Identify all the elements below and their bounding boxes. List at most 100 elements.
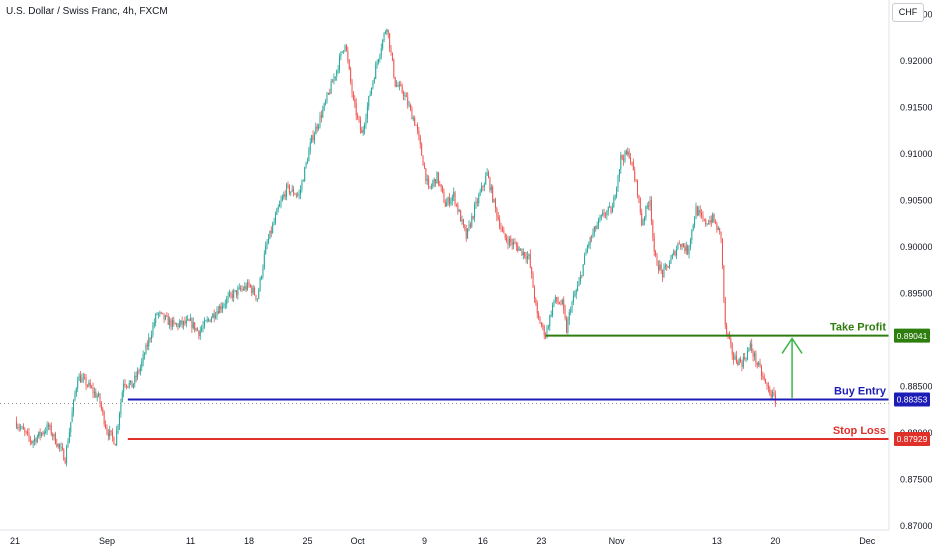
- candle-body: [627, 151, 629, 155]
- currency-button[interactable]: CHF: [892, 3, 924, 22]
- price-tick-label: 0.87000: [900, 521, 932, 531]
- candle-body: [113, 437, 115, 445]
- candle-body: [149, 338, 151, 339]
- candle-body: [114, 444, 116, 446]
- candle-body: [34, 438, 36, 442]
- candle-body: [61, 446, 63, 450]
- take-profit-label: Take Profit: [830, 322, 886, 334]
- candle-body: [305, 162, 307, 168]
- candle-body: [345, 45, 347, 51]
- candle-body: [343, 50, 345, 52]
- candle-body: [107, 432, 109, 437]
- candle-body: [322, 109, 324, 118]
- candle-body: [518, 248, 520, 251]
- candle-body: [105, 424, 107, 428]
- candle-body: [400, 84, 402, 86]
- candle-body: [273, 221, 275, 225]
- candle-body: [632, 162, 634, 171]
- candle-body: [540, 323, 542, 326]
- candle-body: [127, 386, 129, 388]
- candle-body: [263, 254, 265, 268]
- candle-body: [533, 287, 535, 300]
- candle-body: [579, 275, 581, 282]
- candle-body: [529, 254, 531, 268]
- candle-body: [24, 429, 26, 432]
- candle-body: [461, 219, 463, 222]
- candle-body: [78, 375, 80, 381]
- candle-body: [52, 434, 54, 437]
- candle-body: [464, 224, 466, 229]
- candle-body: [46, 424, 48, 432]
- candle-body: [649, 200, 651, 207]
- candle-body: [688, 246, 690, 255]
- candle-body: [256, 298, 258, 300]
- candle-body: [428, 179, 430, 187]
- time-tick-label: 18: [244, 536, 254, 546]
- candle-body: [336, 70, 338, 77]
- candle-body: [720, 231, 722, 240]
- candle-body: [734, 355, 736, 360]
- candle-body: [488, 172, 490, 178]
- candle-body: [216, 311, 218, 316]
- candle-body: [151, 335, 153, 339]
- time-tick-label: 21: [10, 536, 20, 546]
- candle-body: [646, 205, 648, 207]
- candle-body: [309, 142, 311, 151]
- candle-body: [235, 290, 237, 296]
- candle-body: [27, 431, 29, 433]
- candle-body: [610, 206, 612, 213]
- candle-body: [669, 263, 671, 268]
- candle-body: [496, 207, 498, 218]
- time-axis[interactable]: 21 Sep 11 18 25 Oct 9 16 23 Nov 13 20 Dec: [10, 536, 876, 546]
- candle-body: [631, 161, 633, 163]
- stop-loss-price-tag: [894, 431, 930, 446]
- candle-body: [578, 281, 580, 286]
- candle-body: [308, 150, 310, 162]
- candle-body: [660, 264, 662, 270]
- candle-body: [362, 129, 364, 134]
- time-tick-label: 16: [478, 536, 488, 546]
- candle-body: [201, 328, 203, 331]
- candle-body: [17, 427, 19, 429]
- candle-body: [425, 168, 427, 181]
- candle-body: [592, 232, 594, 238]
- candle-body: [716, 223, 718, 231]
- candle-body: [593, 226, 595, 233]
- candle-body: [124, 383, 126, 386]
- candle-body: [670, 258, 672, 264]
- candle-body: [36, 436, 38, 443]
- candle-body: [765, 379, 767, 383]
- candle-body: [770, 394, 772, 397]
- buy-entry-label: Buy Entry: [834, 386, 887, 398]
- candle-body: [517, 246, 519, 251]
- candle-body: [382, 39, 384, 49]
- candle-body: [258, 290, 260, 299]
- candle-body: [242, 288, 244, 290]
- price-tick-label: 0.88500: [900, 381, 932, 391]
- candle-body: [132, 383, 134, 388]
- candle-body: [724, 298, 726, 326]
- candle-body: [100, 403, 102, 409]
- candle-body: [694, 218, 696, 225]
- candle-body: [721, 239, 723, 266]
- time-tick-label: 11: [186, 536, 195, 546]
- candle-body: [582, 264, 584, 276]
- candle-body: [60, 446, 62, 448]
- candle-body: [751, 343, 753, 352]
- candle-body: [266, 242, 268, 245]
- candle-body: [337, 69, 339, 71]
- candle-body: [252, 288, 254, 294]
- candle-body: [359, 120, 361, 130]
- candle-body: [756, 362, 758, 365]
- candle-body: [568, 311, 570, 321]
- candle-body: [467, 228, 469, 239]
- candle-body: [430, 186, 432, 188]
- candle-body: [301, 181, 303, 190]
- candle-body: [286, 184, 288, 197]
- candle-body: [408, 105, 410, 107]
- candle-body: [181, 320, 183, 325]
- candle-body: [326, 94, 328, 101]
- candle-body: [251, 286, 253, 294]
- candles-layer: [15, 28, 776, 467]
